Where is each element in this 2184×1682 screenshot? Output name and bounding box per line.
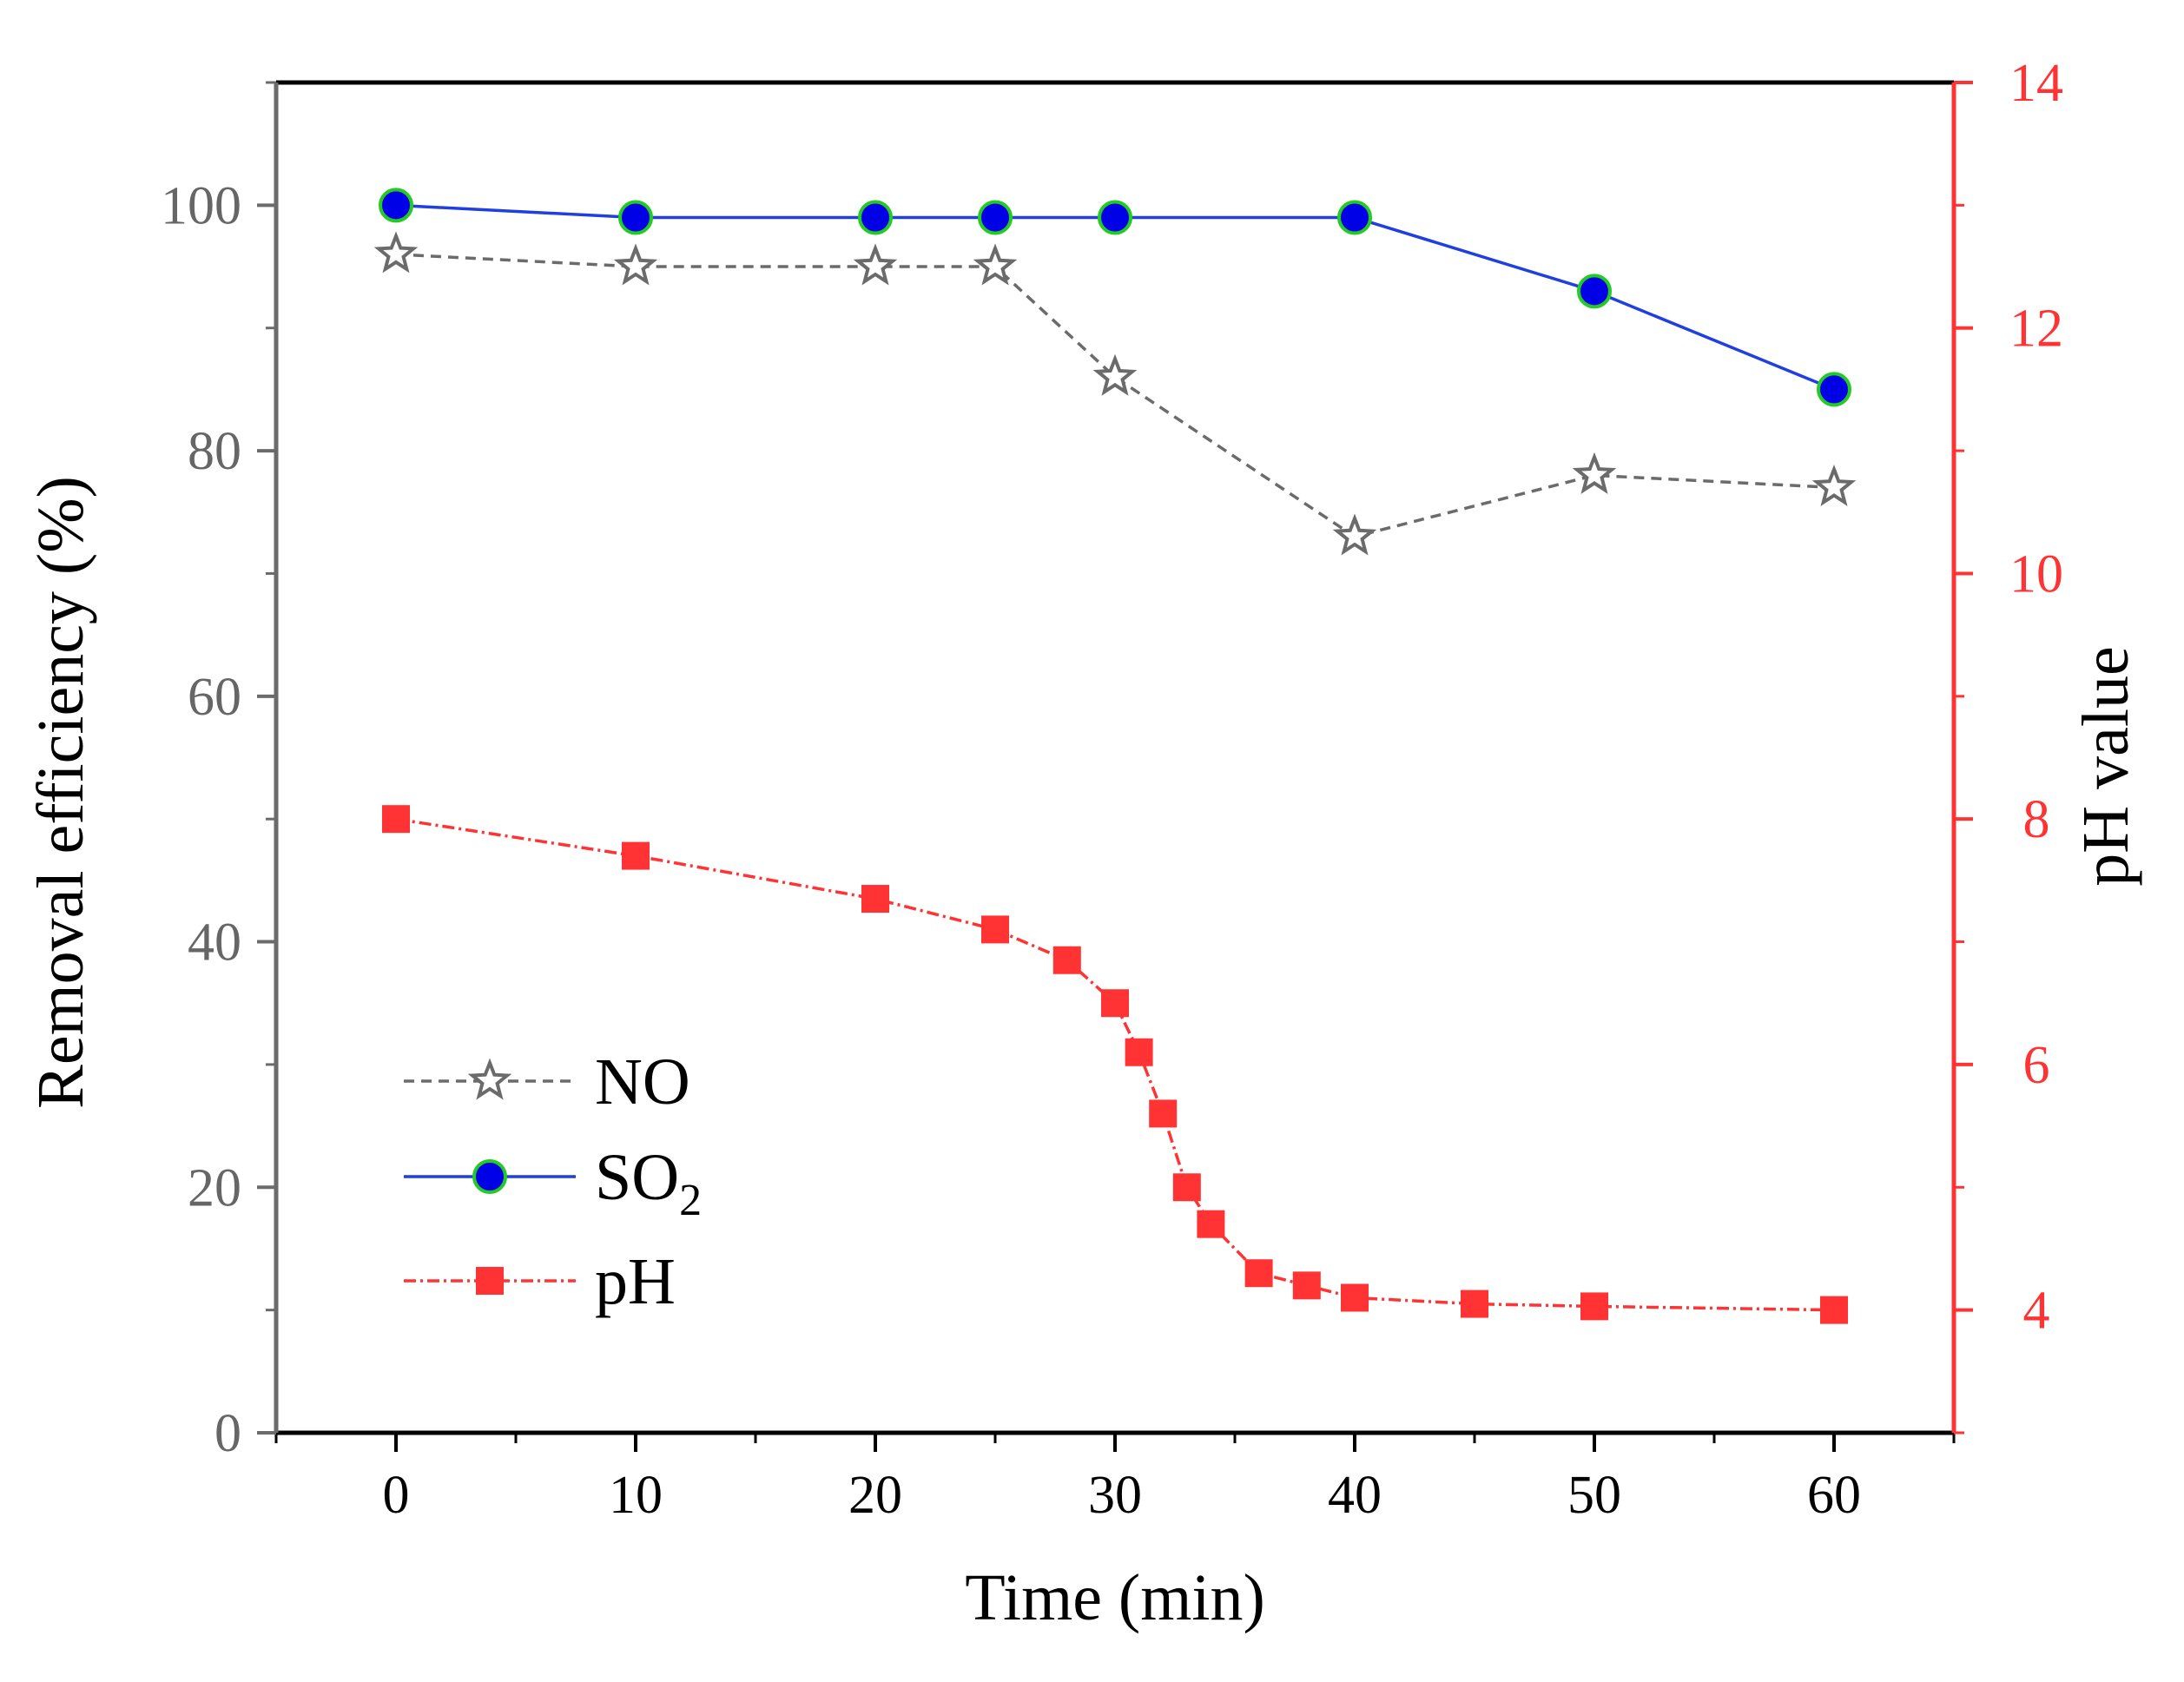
legend-label-ph: pH <box>595 1245 676 1318</box>
data-point-ph <box>981 915 1009 944</box>
series-ph <box>382 805 1848 1324</box>
y-left-tick-label: 0 <box>214 1404 241 1463</box>
y-left-tick-label: 100 <box>161 176 241 235</box>
legend-label-no: NO <box>595 1045 690 1118</box>
legend-marker-ph <box>476 1267 504 1295</box>
data-point-ph <box>1052 946 1081 974</box>
y-right-axis-title: pH value <box>2069 646 2142 886</box>
y-left-tick-label: 40 <box>188 914 241 973</box>
legend-item-so: SO2 <box>404 1141 702 1225</box>
y-right-tick-label: 10 <box>2009 544 2063 604</box>
y-right-tick-label: 6 <box>2023 1036 2050 1095</box>
data-point-ph <box>1101 989 1129 1018</box>
x-tick-label: 20 <box>848 1466 902 1525</box>
data-point-ph <box>1461 1290 1488 1318</box>
series-line-ph <box>395 817 1835 1312</box>
data-point-no <box>1092 353 1138 396</box>
y-left-axis-title: Removal efficiency (%) <box>24 476 97 1109</box>
data-point-no <box>1332 513 1377 556</box>
y-left-tick-label: 60 <box>188 668 241 727</box>
data-point-so <box>1817 372 1851 407</box>
x-tick-label: 40 <box>1328 1466 1382 1525</box>
data-point-ph <box>622 841 650 870</box>
data-point-ph <box>382 805 410 834</box>
legend-label-so: SO2 <box>595 1141 702 1225</box>
y-left-tick-label: 80 <box>188 422 241 481</box>
legend-item-ph: pH <box>404 1245 676 1318</box>
data-point-ph <box>1820 1296 1848 1324</box>
plot-area <box>373 188 1857 1324</box>
legend-item-no: NO <box>404 1045 690 1118</box>
data-point-so <box>1098 200 1132 235</box>
x-tick-label: 60 <box>1807 1466 1861 1525</box>
data-point-ph <box>1125 1038 1153 1066</box>
data-point-so <box>978 200 1013 235</box>
data-point-so <box>379 188 413 223</box>
data-point-ph <box>1244 1259 1273 1288</box>
data-point-ph <box>861 885 889 914</box>
legend-marker-no <box>467 1058 512 1100</box>
data-point-ph <box>1341 1283 1369 1312</box>
y-right-tick-label: 14 <box>2009 54 2063 113</box>
data-point-so <box>1577 274 1612 309</box>
data-point-no <box>373 231 419 274</box>
y-right-tick-label: 12 <box>2009 300 2063 359</box>
legend-marker-so <box>472 1159 507 1194</box>
data-point-so <box>618 200 653 235</box>
data-point-no <box>1811 464 1857 506</box>
data-point-so <box>858 200 893 235</box>
legend-label-subscript: 2 <box>679 1176 702 1225</box>
x-tick-label: 0 <box>383 1466 410 1525</box>
axes: 0 10 20 30 40 50 60 0 20 40 60 80 100 4 6 8 10 12 14 Time (… <box>24 54 2142 1634</box>
data-point-so <box>1337 200 1372 235</box>
series-no <box>373 231 1857 556</box>
data-point-ph <box>1197 1210 1225 1238</box>
y-right-tick-label: 4 <box>2023 1282 2050 1341</box>
legend-label-text: NO <box>595 1045 690 1118</box>
data-point-ph <box>1292 1271 1321 1300</box>
legend-label-text: pH <box>595 1245 676 1318</box>
series-so <box>379 188 1851 407</box>
data-point-no <box>853 243 898 286</box>
data-point-ph <box>1172 1173 1201 1202</box>
x-tick-label: 10 <box>609 1466 663 1525</box>
data-point-no <box>1572 452 1617 494</box>
data-point-no <box>613 243 658 286</box>
data-point-ph <box>1149 1099 1178 1128</box>
data-point-ph <box>1580 1292 1608 1321</box>
series-line-so <box>395 203 1835 392</box>
series-line-no <box>395 253 1835 538</box>
y-right-tick-label: 8 <box>2023 790 2050 849</box>
x-axis-title: Time (min) <box>965 1561 1265 1634</box>
data-point-no <box>973 243 1018 286</box>
y-left-tick-label: 20 <box>188 1158 241 1217</box>
x-tick-label: 50 <box>1567 1466 1621 1525</box>
legend-label-text: SO <box>595 1141 679 1214</box>
x-tick-label: 30 <box>1088 1466 1142 1525</box>
